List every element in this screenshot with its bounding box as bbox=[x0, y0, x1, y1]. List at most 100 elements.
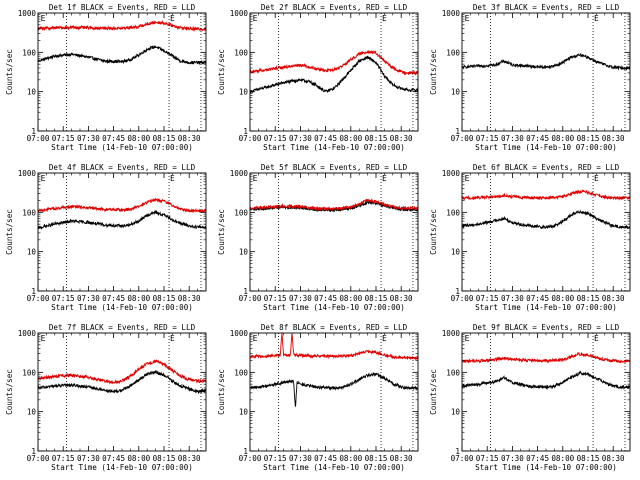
y-tick-label: 1000 bbox=[18, 9, 37, 18]
x-axis-label: Start Time (14-Feb-10 07:00:00) bbox=[51, 143, 193, 152]
y-axis-label: Counts/sec bbox=[217, 369, 226, 415]
y-axis-label: Counts/sec bbox=[217, 49, 226, 95]
y-tick-label: 10 bbox=[451, 88, 461, 97]
series-lld-line bbox=[250, 333, 418, 361]
y-tick-label: 10 bbox=[27, 408, 37, 417]
y-axis-label: Counts/sec bbox=[5, 209, 14, 255]
plot-frame bbox=[249, 12, 419, 132]
x-tick-label: 07:15 bbox=[476, 454, 499, 463]
series-events-line bbox=[38, 209, 206, 231]
annotation-label: E bbox=[382, 174, 387, 183]
x-tick-label: 07:30 bbox=[289, 294, 312, 303]
x-tick-label: 07:45 bbox=[314, 454, 337, 463]
y-tick-label: 10 bbox=[451, 408, 461, 417]
panel-title: Det 6f BLACK = Events, RED = LLD bbox=[473, 163, 620, 172]
x-tick-label: 08:00 bbox=[551, 134, 574, 143]
annotation-label: E bbox=[170, 334, 175, 343]
series-events-line bbox=[38, 369, 206, 395]
annotation-label: E bbox=[170, 14, 175, 23]
plot-frame bbox=[249, 172, 419, 292]
x-tick-label: 07:45 bbox=[314, 134, 337, 143]
x-axis-label: Start Time (14-Feb-10 07:00:00) bbox=[263, 143, 405, 152]
y-tick-label: 10 bbox=[451, 248, 461, 257]
panel-title: Det 2f BLACK = Events, RED = LLD bbox=[261, 3, 408, 12]
y-tick-label: 1 bbox=[243, 287, 248, 296]
x-tick-label: 07:45 bbox=[526, 454, 549, 463]
annotation-label: E bbox=[253, 174, 258, 183]
y-tick-label: 1000 bbox=[230, 169, 249, 178]
y-tick-label: 100 bbox=[234, 208, 248, 217]
annotation-label: E bbox=[594, 174, 599, 183]
series-lld-line bbox=[38, 359, 206, 385]
series-events-line bbox=[250, 55, 418, 95]
x-axis-label: Start Time (14-Feb-10 07:00:00) bbox=[51, 303, 193, 312]
y-tick-label: 100 bbox=[22, 368, 36, 377]
panel-title: Det 3f BLACK = Events, RED = LLD bbox=[473, 3, 620, 12]
y-axis-label: Counts/sec bbox=[429, 369, 438, 415]
x-tick-label: 07:15 bbox=[52, 454, 75, 463]
y-tick-label: 100 bbox=[446, 368, 460, 377]
y-tick-label: 100 bbox=[22, 48, 36, 57]
annotation-label: E bbox=[465, 14, 470, 23]
y-tick-label: 1000 bbox=[18, 329, 37, 338]
y-axis-label: Counts/sec bbox=[5, 369, 14, 415]
annotation-label: E bbox=[594, 334, 599, 343]
x-tick-label: 07:00 bbox=[451, 134, 474, 143]
series-events-line bbox=[250, 372, 418, 407]
plot-frame bbox=[461, 12, 631, 132]
x-tick-label: 07:15 bbox=[264, 294, 287, 303]
x-tick-label: 08:30 bbox=[178, 134, 201, 143]
x-tick-label: 07:15 bbox=[476, 294, 499, 303]
x-tick-label: 07:30 bbox=[501, 134, 524, 143]
series-lld-line bbox=[462, 351, 630, 364]
annotation-label: E bbox=[594, 14, 599, 23]
y-tick-label: 1000 bbox=[442, 329, 461, 338]
annotation-label: E bbox=[465, 174, 470, 183]
series-events-line bbox=[38, 45, 206, 66]
x-tick-label: 08:30 bbox=[390, 454, 413, 463]
x-tick-label: 08:30 bbox=[602, 294, 625, 303]
panel-title: Det 4f BLACK = Events, RED = LLD bbox=[49, 163, 196, 172]
x-tick-label: 08:15 bbox=[577, 134, 600, 143]
x-tick-label: 08:00 bbox=[339, 294, 362, 303]
x-tick-label: 08:15 bbox=[365, 454, 388, 463]
x-tick-label: 07:15 bbox=[476, 134, 499, 143]
y-tick-label: 10 bbox=[239, 248, 249, 257]
y-tick-label: 1000 bbox=[230, 9, 249, 18]
x-tick-label: 08:30 bbox=[390, 294, 413, 303]
series-events-line bbox=[462, 370, 630, 391]
x-tick-label: 07:45 bbox=[526, 294, 549, 303]
y-axis-label: Counts/sec bbox=[217, 209, 226, 255]
plot-frame bbox=[249, 332, 419, 452]
annotation-label: E bbox=[41, 174, 46, 183]
x-tick-label: 08:15 bbox=[153, 134, 176, 143]
y-tick-label: 100 bbox=[234, 48, 248, 57]
x-tick-label: 07:45 bbox=[526, 134, 549, 143]
y-tick-label: 10 bbox=[27, 88, 37, 97]
x-tick-label: 07:15 bbox=[264, 134, 287, 143]
x-axis-label: Start Time (14-Feb-10 07:00:00) bbox=[51, 463, 193, 472]
x-tick-label: 07:30 bbox=[289, 134, 312, 143]
x-tick-label: 07:30 bbox=[289, 454, 312, 463]
x-tick-label: 07:00 bbox=[27, 134, 50, 143]
series-events-line bbox=[462, 209, 630, 230]
annotation-label: E bbox=[170, 174, 175, 183]
y-tick-label: 1 bbox=[31, 447, 36, 456]
series-lld-line bbox=[38, 197, 206, 214]
x-tick-label: 08:15 bbox=[577, 454, 600, 463]
y-tick-label: 1000 bbox=[442, 169, 461, 178]
plot-frame bbox=[37, 12, 207, 132]
y-axis-label: Counts/sec bbox=[429, 209, 438, 255]
plot-frame bbox=[461, 332, 631, 452]
x-tick-label: 07:45 bbox=[314, 294, 337, 303]
y-tick-label: 100 bbox=[446, 48, 460, 57]
x-tick-label: 08:30 bbox=[390, 134, 413, 143]
x-axis-label: Start Time (14-Feb-10 07:00:00) bbox=[263, 303, 405, 312]
x-axis-label: Start Time (14-Feb-10 07:00:00) bbox=[475, 463, 617, 472]
x-tick-label: 08:00 bbox=[127, 294, 150, 303]
x-tick-label: 08:00 bbox=[127, 134, 150, 143]
